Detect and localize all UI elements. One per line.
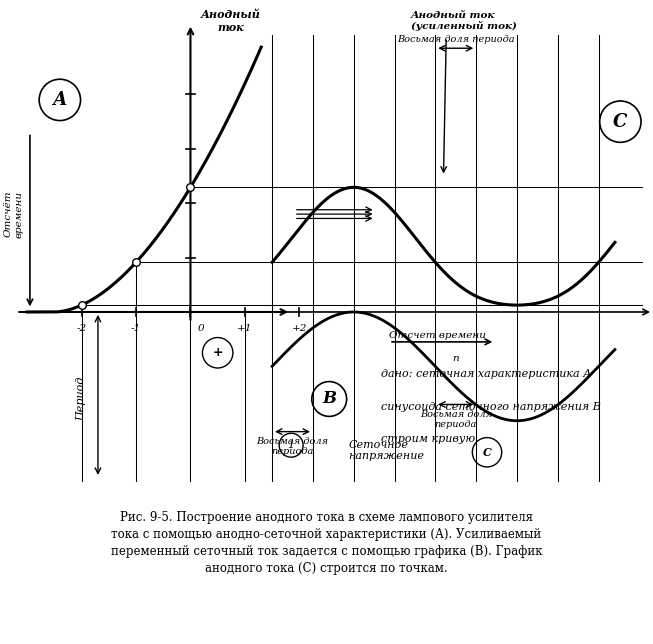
- Text: Анодный
ток: Анодный ток: [200, 9, 260, 33]
- Text: +1: +1: [237, 324, 253, 333]
- Text: +2: +2: [292, 324, 307, 333]
- Text: Период: Период: [76, 377, 87, 421]
- Text: дано: сеточная характеристика А: дано: сеточная характеристика А: [381, 369, 592, 379]
- Text: С: С: [613, 113, 628, 131]
- Text: n: n: [453, 354, 459, 363]
- Text: С: С: [483, 447, 492, 458]
- Text: строим кривую: строим кривую: [381, 434, 482, 444]
- Text: Отсчет времени: Отсчет времени: [389, 331, 486, 340]
- Text: Восьмая доля
периода: Восьмая доля периода: [257, 437, 328, 457]
- Text: -2: -2: [76, 324, 87, 333]
- Text: А: А: [52, 91, 67, 109]
- Text: +: +: [212, 346, 223, 359]
- Text: Рис. 9-5. Построение анодного тока в схеме лампового усилителя
тока с помощью ан: Рис. 9-5. Построение анодного тока в схе…: [111, 511, 542, 576]
- Text: Сеточное
напряжение: Сеточное напряжение: [348, 440, 424, 461]
- Text: -1: -1: [131, 324, 141, 333]
- Text: синусоида сеточного напряжения В: синусоида сеточного напряжения В: [381, 402, 601, 412]
- Text: Восьмая доля периода: Восьмая доля периода: [397, 35, 515, 44]
- Text: 1: 1: [287, 440, 295, 450]
- Text: 0: 0: [197, 324, 204, 333]
- Text: Анодный ток
(усиленный ток): Анодный ток (усиленный ток): [411, 11, 517, 32]
- Text: Восьмая доля
периода: Восьмая доля периода: [420, 410, 492, 430]
- Text: Отсчёт
времени: Отсчёт времени: [4, 191, 24, 238]
- Text: В: В: [322, 390, 336, 408]
